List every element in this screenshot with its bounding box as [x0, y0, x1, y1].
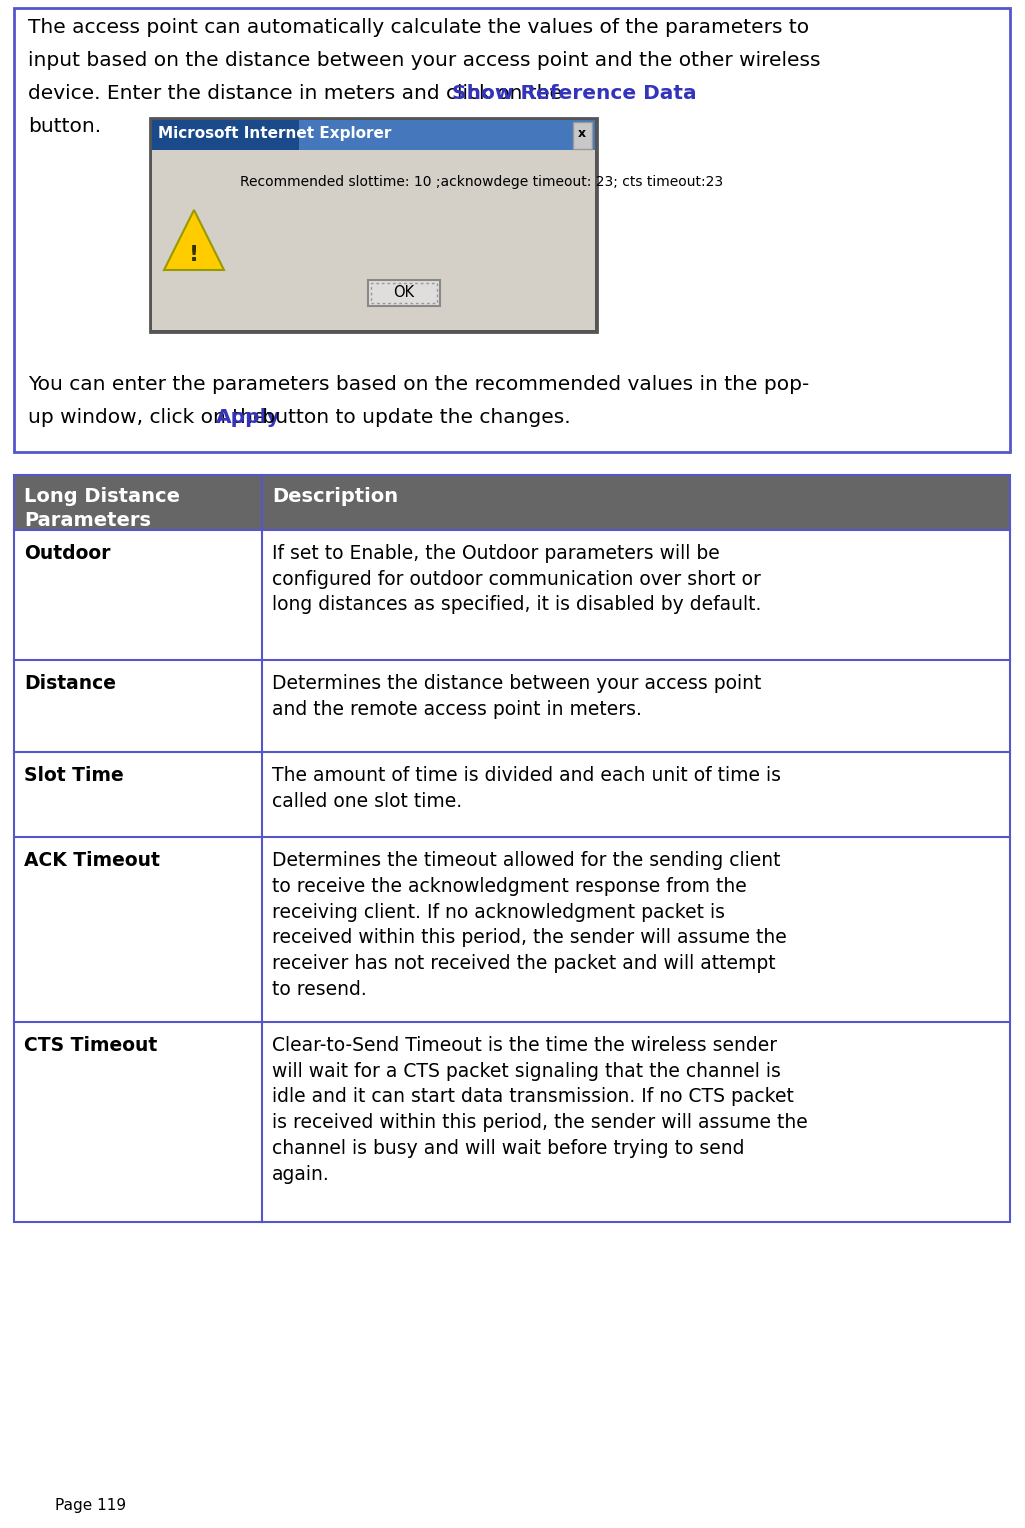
Bar	[14, 1022, 1010, 1222]
Bar	[14, 475, 1010, 1222]
Bar	[14, 530, 1010, 660]
Text: button to update the changes.: button to update the changes.	[256, 408, 571, 426]
Text: Determines the timeout allowed for the sending client
to receive the acknowledgm: Determines the timeout allowed for the s…	[272, 851, 787, 999]
Text: Slot Time: Slot Time	[24, 766, 124, 785]
Text: !: !	[189, 244, 199, 264]
Bar	[14, 752, 1010, 837]
Bar	[152, 121, 594, 330]
Text: OK: OK	[393, 286, 414, 299]
Bar	[152, 121, 594, 150]
Text: Recommended slottime: 10 ;acknowdege timeout: 23; cts timeout:23: Recommended slottime: 10 ;acknowdege tim…	[240, 176, 723, 189]
Text: ACK Timeout: ACK Timeout	[24, 851, 160, 869]
Bar	[370, 283, 437, 303]
Text: Outdoor: Outdoor	[24, 544, 111, 562]
Bar	[14, 8, 1010, 452]
Bar	[14, 475, 1010, 530]
Text: CTS Timeout: CTS Timeout	[24, 1036, 157, 1054]
Text: Distance: Distance	[24, 674, 116, 694]
Polygon shape	[164, 209, 224, 270]
Bar	[573, 122, 592, 150]
Text: The access point can automatically calculate the values of the parameters to: The access point can automatically calcu…	[28, 18, 809, 37]
Text: The amount of time is divided and each unit of time is
called one slot time.: The amount of time is divided and each u…	[272, 766, 781, 811]
Text: input based on the distance between your access point and the other wireless: input based on the distance between your…	[28, 50, 820, 70]
Text: Clear-to-Send Timeout is the time the wireless sender
will wait for a CTS packet: Clear-to-Send Timeout is the time the wi…	[272, 1036, 808, 1184]
Text: Long Distance
Parameters: Long Distance Parameters	[24, 487, 180, 530]
Text: Determines the distance between your access point
and the remote access point in: Determines the distance between your acc…	[272, 674, 762, 718]
Text: Apply: Apply	[216, 408, 281, 426]
Text: Description: Description	[272, 487, 398, 506]
Bar	[14, 837, 1010, 1022]
Bar	[14, 660, 1010, 752]
Text: device. Enter the distance in meters and click on the: device. Enter the distance in meters and…	[28, 84, 569, 102]
Bar	[368, 280, 440, 306]
Text: x: x	[578, 127, 586, 141]
Text: button.: button.	[28, 118, 101, 136]
Text: If set to Enable, the Outdoor parameters will be
configured for outdoor communic: If set to Enable, the Outdoor parameters…	[272, 544, 762, 614]
Text: Show Reference Data: Show Reference Data	[452, 84, 697, 102]
Text: You can enter the parameters based on the recommended values in the pop-: You can enter the parameters based on th…	[28, 374, 810, 394]
Bar	[150, 118, 597, 332]
Bar	[299, 121, 594, 150]
Text: Page 119: Page 119	[55, 1497, 126, 1513]
Text: up window, click on the: up window, click on the	[28, 408, 272, 426]
Text: Microsoft Internet Explorer: Microsoft Internet Explorer	[158, 125, 392, 141]
